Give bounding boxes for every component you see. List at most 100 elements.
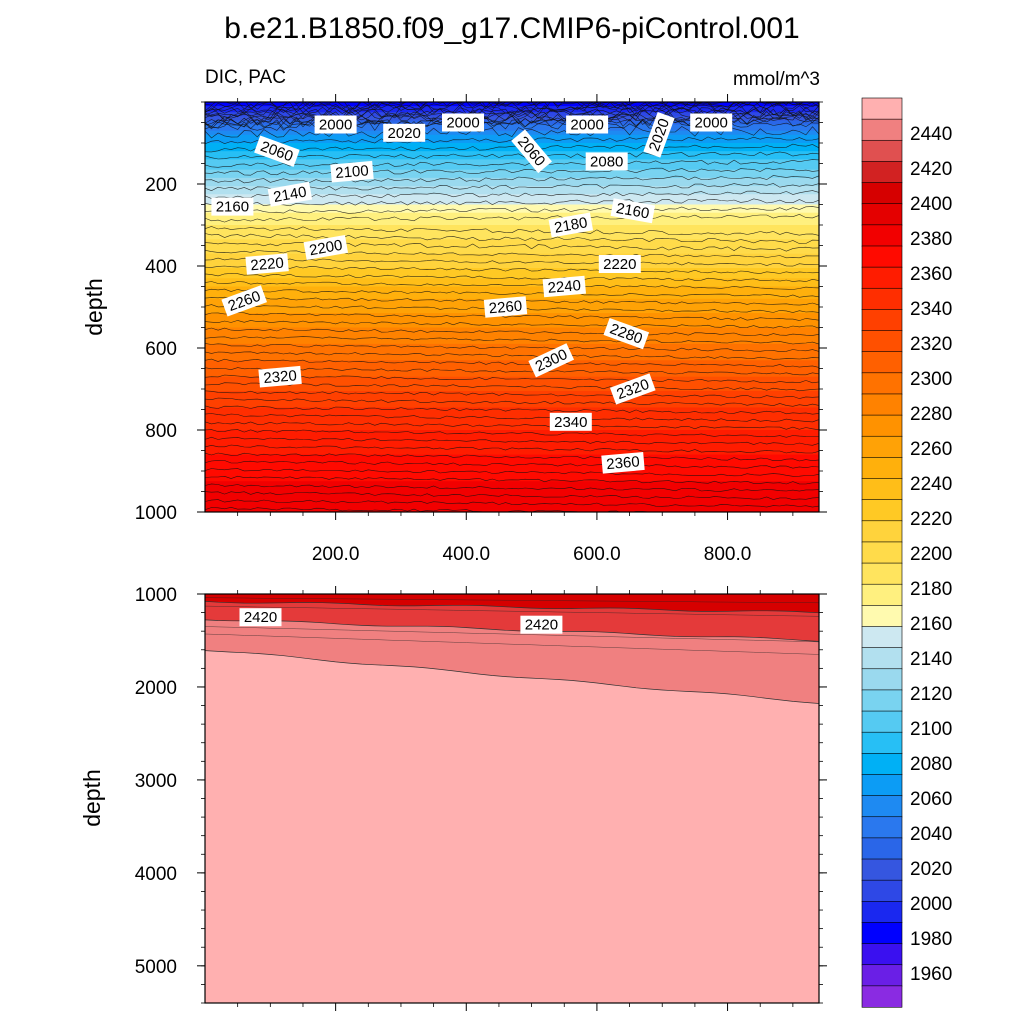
upper-fill-band [205,475,819,478]
colorbar-boxes [861,97,903,1008]
upper-fill-band [205,391,819,394]
upper-fill-band [205,173,819,177]
upper-fill-band [205,401,819,404]
upper-y-axis-label: depth [81,278,107,336]
upper-fill-band [205,253,819,257]
upper-fill-band [205,235,819,238]
upper-fill-band [205,128,819,132]
upper-fill-band [205,397,819,400]
colorbar-box [861,224,903,247]
upper-contour-label: 2160 [211,197,254,216]
upper-fill-band [205,360,819,363]
upper-contour-line [205,288,819,298]
y-tick-label: 1000 [135,503,177,524]
y-tick-label: 4000 [135,864,177,885]
upper-panel-axes: 200 400 600 800 1000 200.0 400.0 600.0 800.0 [135,94,827,565]
colorbar-box [861,731,903,754]
colorbar-box [861,964,903,987]
upper-fill-band [205,450,819,454]
upper-fill-band [205,456,819,460]
colorbar-box [861,900,903,924]
upper-fill-band [205,124,819,128]
upper-fill-band [205,333,819,337]
upper-fill-band [205,501,819,505]
upper-fill-band [205,206,819,210]
upper-fill-band [205,399,819,402]
upper-fill-band [205,317,819,320]
colorbar-label: 2080 [910,754,952,775]
colorbar-box [861,710,903,733]
upper-fill-band [205,448,819,452]
upper-contour-label-bg [267,181,313,207]
y-tick-label: 600 [145,339,177,360]
upper-fill-band [205,407,819,411]
upper-fill-band [205,216,819,220]
upper-fill-band [205,130,819,134]
lower-contour-line [205,605,819,617]
upper-contour-label-text: 2160 [216,199,249,216]
upper-fill-band [205,423,819,427]
upper-fill-band [205,323,819,327]
colorbar-label: 2020 [910,859,952,880]
upper-contour-line [205,343,819,353]
upper-contour-line [205,491,819,500]
upper-fill-band [205,179,819,183]
upper-fill-band [205,468,819,472]
upper-contour-label-text: 2220 [603,256,636,273]
colorbar-label: 2420 [910,159,952,180]
upper-fill-band [205,106,819,109]
upper-fill-band [205,364,819,368]
upper-fill-band [205,153,819,156]
upper-fill-band [205,138,819,142]
upper-contour-label: 2100 [330,160,374,183]
upper-contour-line [205,143,819,153]
upper-fill-band [205,417,819,421]
upper-contour-line [205,226,819,236]
upper-contour-label-text: 2160 [615,200,651,223]
upper-contour-line [205,102,819,114]
upper-fill-band [205,140,819,144]
upper-contour-line [205,436,819,446]
upper-contour-line [205,281,819,290]
upper-contour-label-bg [314,115,357,134]
upper-fill-band [205,343,819,347]
colorbar-box [861,457,903,480]
upper-fill-band [205,432,819,435]
upper-fill-band [205,507,819,511]
upper-fill-band [205,419,819,423]
upper-fill-band [205,155,819,158]
upper-contour-label: 2260 [483,296,528,318]
colorbar-box [861,605,903,628]
upper-fill-band [205,165,819,169]
upper-contour-line [205,390,819,399]
colorbar-label: 2220 [910,509,952,530]
upper-contour-label-bg [549,412,592,431]
upper-fill-band [205,378,819,382]
upper-fill-band [205,489,819,493]
chart-title: b.e21.B1850.f09_g17.CMIP6-piControl.001 [224,12,799,45]
upper-fill-band [205,466,819,470]
upper-fill-band [205,181,819,185]
upper-fill-band [205,337,819,341]
lower-contour-label: 2420 [520,615,563,634]
colorbar: 1960 1980 2000 2020 2040 2060 2080 2100 2120 2140… [861,97,952,1008]
upper-fill-band [205,229,819,232]
lower-panel-contours [205,597,819,704]
upper-fill-band [205,266,819,269]
x-tick-label: 400.0 [443,544,491,565]
upper-fill-band [205,503,819,507]
upper-fill-band [205,190,819,193]
upper-fill-band [205,458,819,462]
upper-fill-band [205,487,819,491]
upper-fill-band [205,208,819,212]
upper-fill-band [205,339,819,343]
upper-fill-band [205,214,819,218]
upper-contour-label: 2160 [610,198,656,224]
upper-contour-label-bg [528,343,575,378]
lower-contour-line [205,601,819,614]
upper-fill-band [205,358,819,361]
upper-fill-band [205,350,819,353]
upper-contour-label: 2080 [585,152,628,171]
upper-fill-band [205,315,819,318]
colorbar-label: 2000 [910,894,952,915]
